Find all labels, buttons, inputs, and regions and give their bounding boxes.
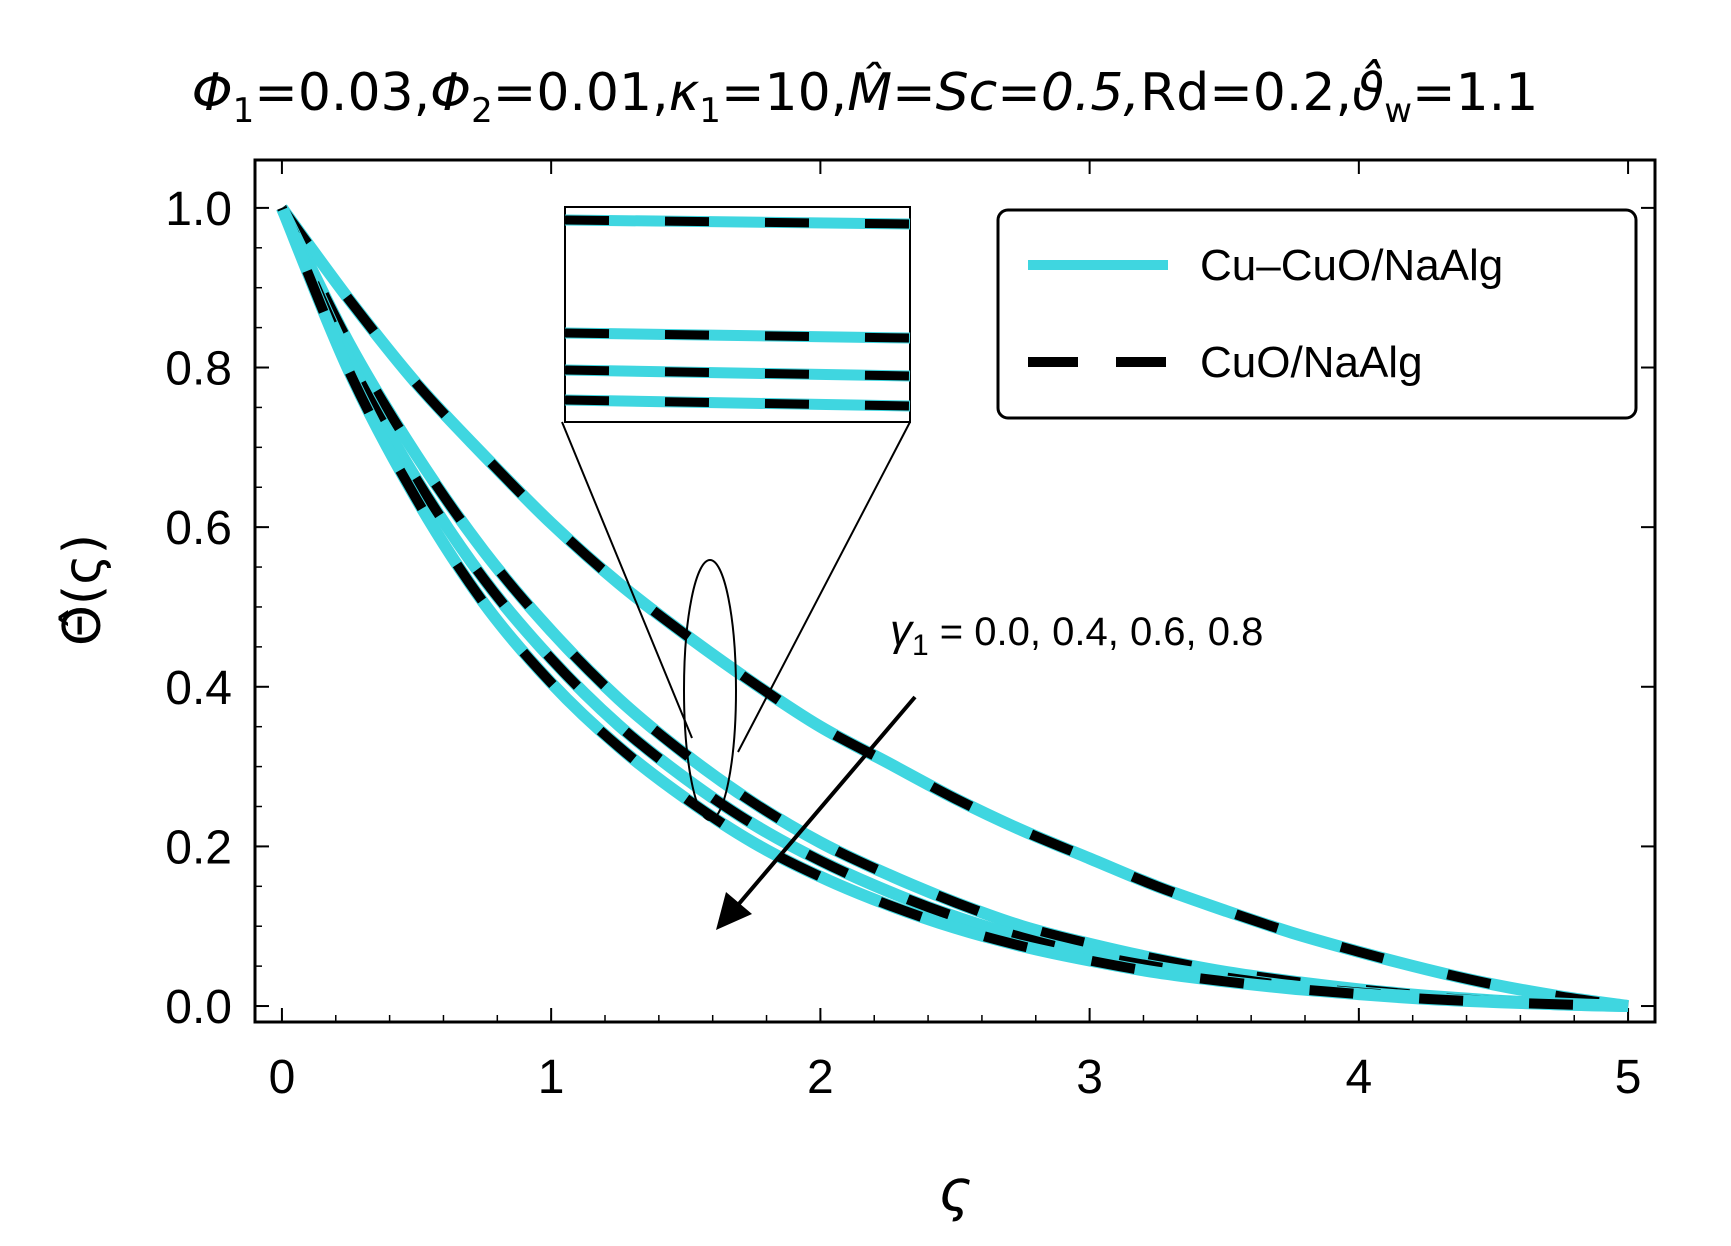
chart-title: Φ1=0.03,Φ2=0.01,κ1=10,M̂=Sc=0.5,Rd=0.2,ϑ… (192, 59, 1539, 131)
inset-line-solid (564, 394, 911, 412)
series-line-dashed (277, 206, 1629, 1011)
zoom-inset (564, 206, 911, 423)
y-tick-label: 0.6 (165, 502, 232, 555)
y-tick-label: 0.8 (165, 343, 232, 396)
x-tick-label: 5 (1615, 1051, 1642, 1104)
series-line-solid (277, 204, 1629, 1012)
zoom-inset-lines (564, 214, 911, 412)
x-tick-label: 2 (807, 1051, 834, 1104)
gamma-annotation: γ1 = 0.0, 0.4, 0.6, 0.8 (716, 606, 1263, 930)
inset-line-solid (564, 214, 911, 230)
x-tick-label: 0 (269, 1051, 296, 1104)
zoom-connector-right (737, 421, 911, 753)
zoom-connector-left (561, 421, 693, 739)
y-tick-label: 0.4 (165, 662, 232, 715)
gamma-label: γ1 = 0.0, 0.4, 0.6, 0.8 (890, 606, 1263, 662)
x-tick-label: 4 (1345, 1051, 1372, 1104)
direction-arrow (730, 695, 917, 914)
x-tick-label: 1 (538, 1051, 565, 1104)
series-group (276, 204, 1629, 1012)
y-axis: 0.0 0.2 0.4 0.6 0.8 1.0 (165, 183, 1655, 1034)
legend: Cu–CuO/NaAlg CuO/NaAlg (996, 208, 1638, 420)
x-tick-label: 3 (1076, 1051, 1103, 1104)
inset-line-solid (564, 327, 911, 344)
y-tick-label: 0.0 (165, 981, 232, 1034)
y-tick-label: 0.2 (165, 821, 232, 874)
y-axis-label: Θ̂(ς) (53, 534, 113, 646)
highlight-ellipse (683, 559, 737, 821)
plot-frame (253, 158, 1657, 1024)
zoom-inset-frame (564, 206, 911, 423)
legend-label-2: CuO/NaAlg (1200, 338, 1423, 387)
x-axis-label: ς (939, 1159, 972, 1224)
series-line-dashed (277, 205, 1629, 1011)
y-tick-label: 1.0 (165, 183, 232, 236)
x-axis: 0 1 2 3 4 5 (269, 160, 1642, 1104)
inset-line-solid (564, 364, 911, 382)
arrow-head-icon (716, 892, 752, 930)
legend-label-1: Cu–CuO/NaAlg (1200, 241, 1503, 290)
